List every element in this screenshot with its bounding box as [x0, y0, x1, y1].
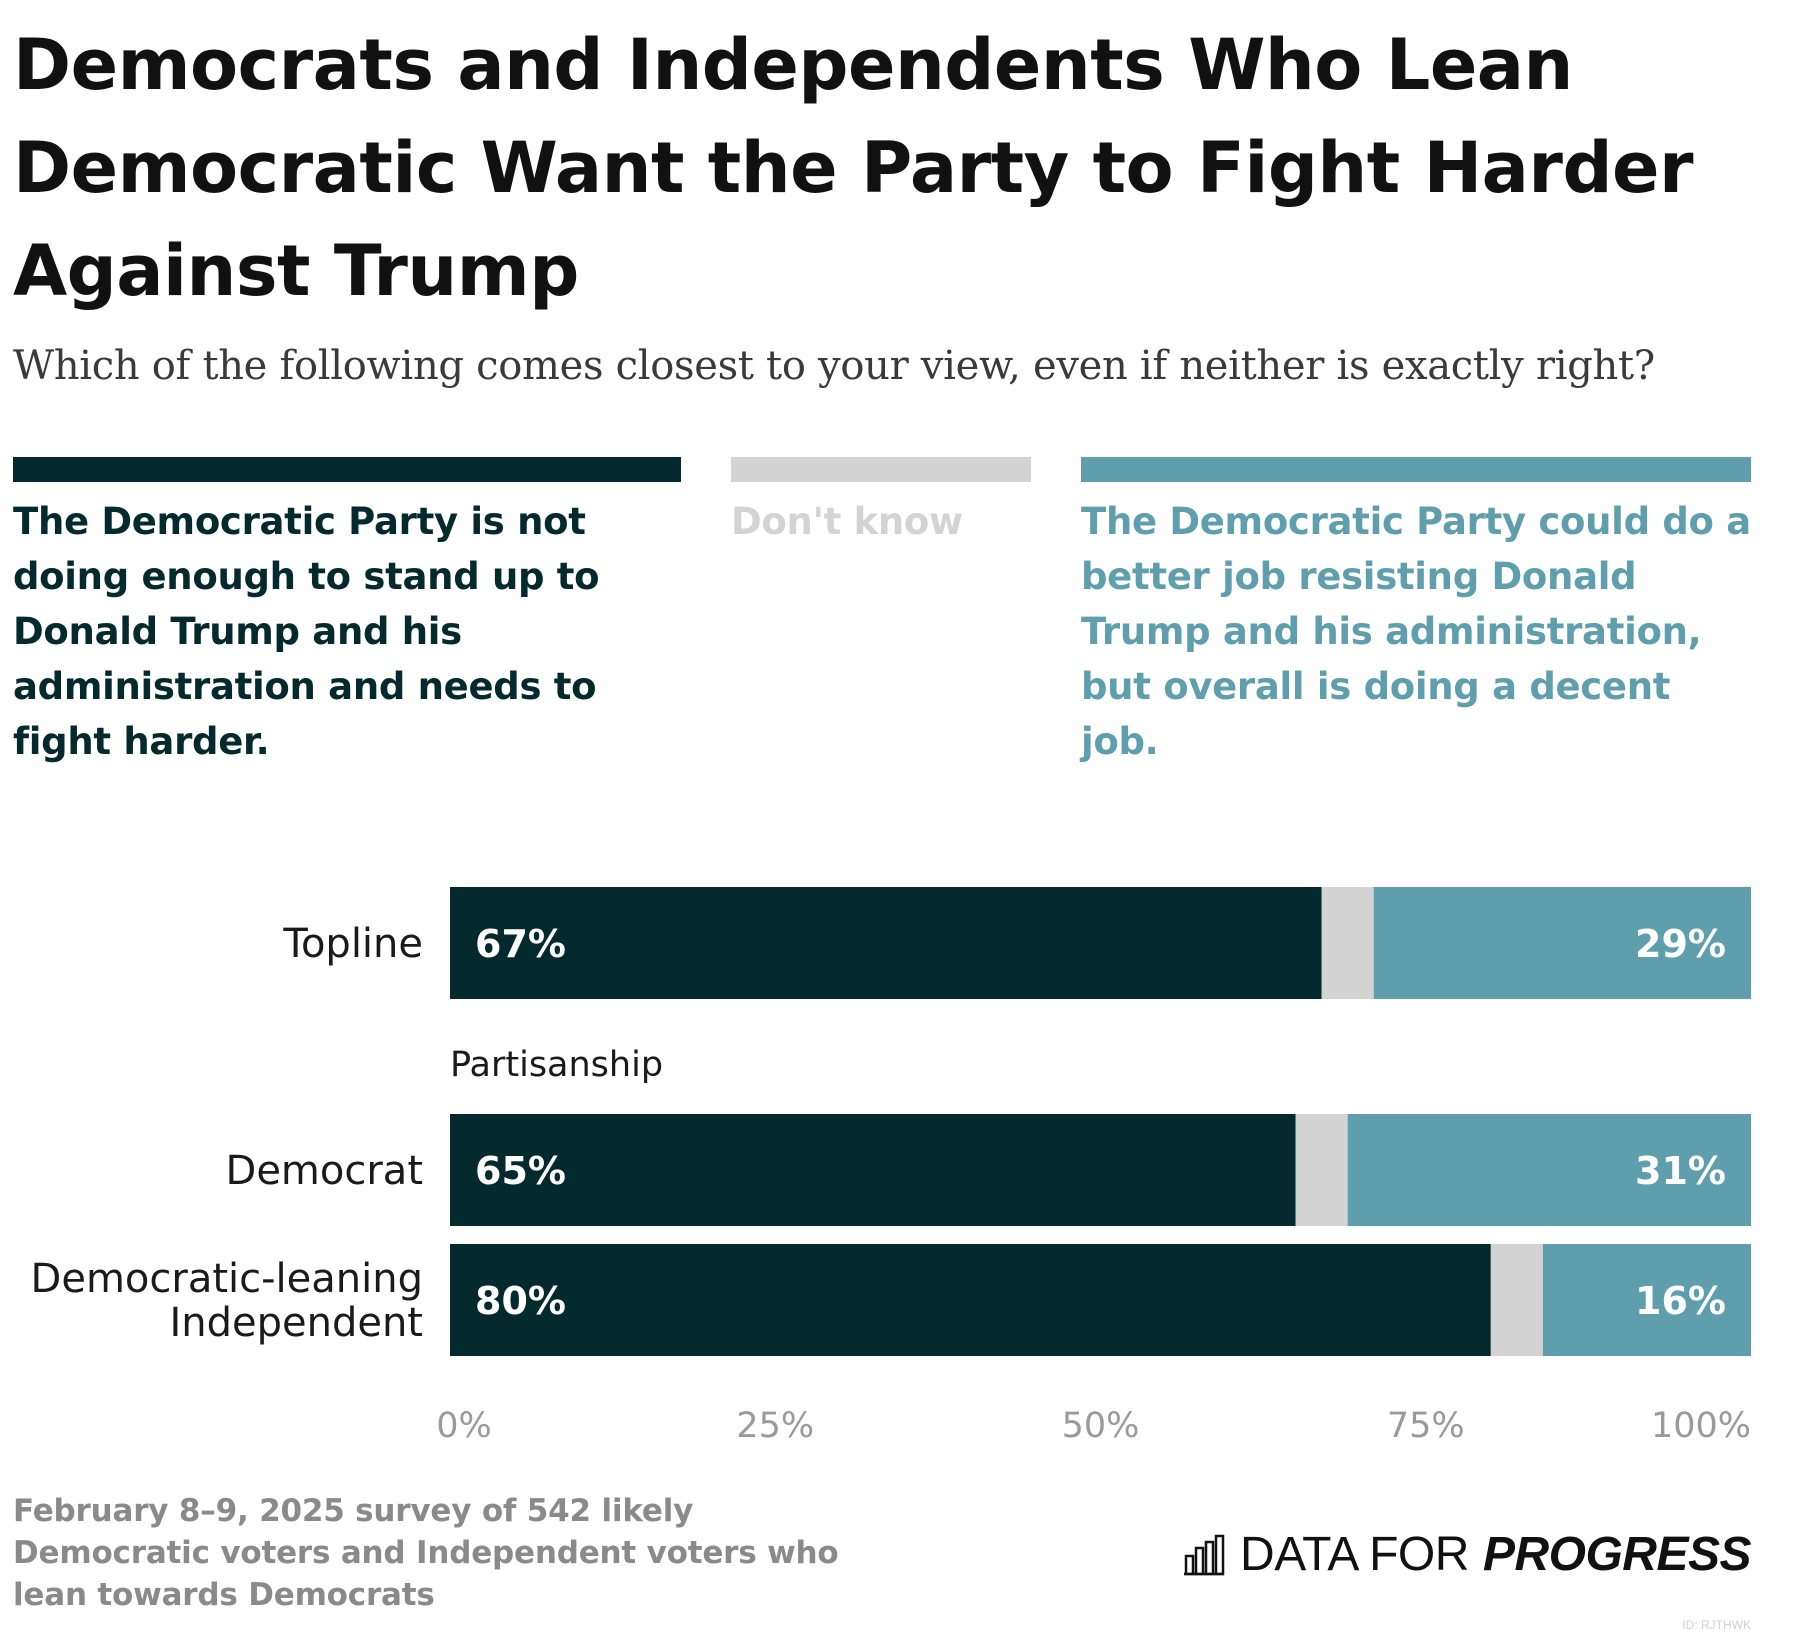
value-label-fight-harder-democrat: 65%	[475, 1149, 566, 1193]
group-label-partisanship: Partisanship	[450, 1045, 663, 1085]
x-tick-label-0: 0%	[436, 1406, 492, 1446]
legend-label-fight-harder: The Democratic Party is not doing enough…	[13, 500, 600, 763]
bar-decent-job-democratic-leaning-independent	[1542, 1244, 1751, 1356]
value-label-decent-job-democratic-leaning-independent: 16%	[1635, 1279, 1726, 1323]
legend-item-decent-job: The Democratic Party could do a better j…	[1081, 457, 1751, 769]
bar-dont-know-democratic-leaning-independent	[1490, 1244, 1543, 1356]
category-label-democratic-leaning-independent-line-1: Democratic-leaning	[31, 1256, 423, 1302]
category-label-topline: Topline	[282, 921, 423, 967]
chart-subtitle: Which of the following comes closest to …	[13, 343, 1655, 389]
value-label-decent-job-democrat: 31%	[1635, 1149, 1726, 1193]
bar-fight-harder-democrat	[450, 1114, 1296, 1226]
legend-label-decent-job: The Democratic Party could do a better j…	[1081, 500, 1751, 763]
stacked-bar-chart: 67% 29% Topline 65% 31% Democrat 80% 16% Democra…	[31, 887, 1751, 1446]
source-note: February 8–9, 2025 survey of 542 likely …	[13, 1493, 839, 1613]
legend-item-dont-know: Don't know	[731, 457, 1031, 549]
value-label-fight-harder-democratic-leaning-independent: 80%	[475, 1279, 566, 1323]
brand-logo: DATA FOR PROGRESS	[1182, 1527, 1752, 1582]
value-label-fight-harder-topline: 67%	[475, 922, 566, 966]
bar-dont-know-topline	[1321, 887, 1374, 999]
bar-decent-job-topline	[1373, 887, 1751, 999]
value-label-decent-job-topline: 29%	[1635, 922, 1726, 966]
legend-swatch-fight-harder	[13, 457, 681, 482]
category-label-democrat: Democrat	[226, 1148, 423, 1194]
bar-chart-logo-icon	[1184, 1534, 1225, 1575]
chart-title: Democrats and Independents Who Lean Demo…	[13, 24, 1694, 312]
x-tick-label-75: 75%	[1387, 1406, 1465, 1446]
legend-label-dont-know: Don't know	[731, 500, 963, 543]
bar-fight-harder-democratic-leaning-independent	[450, 1244, 1491, 1356]
bar-dont-know-democrat	[1295, 1114, 1348, 1226]
x-tick-label-25: 25%	[736, 1406, 814, 1446]
legend-swatch-dont-know	[731, 457, 1031, 482]
x-tick-label-100: 100%	[1651, 1406, 1751, 1446]
bar-fight-harder-topline	[450, 887, 1322, 999]
bar-decent-job-democrat	[1347, 1114, 1751, 1226]
x-tick-label-50: 50%	[1062, 1406, 1140, 1446]
brand-name-prefix: DATA FOR	[1240, 1528, 1469, 1581]
chart-id-watermark: ID: RJTHWK	[1682, 1618, 1751, 1632]
legend-item-fight-harder: The Democratic Party is not doing enough…	[13, 457, 681, 769]
legend-swatch-decent-job	[1081, 457, 1751, 482]
category-label-democratic-leaning-independent-line-2: Independent	[169, 1300, 423, 1346]
brand-name-bold: PROGRESS	[1482, 1528, 1752, 1581]
